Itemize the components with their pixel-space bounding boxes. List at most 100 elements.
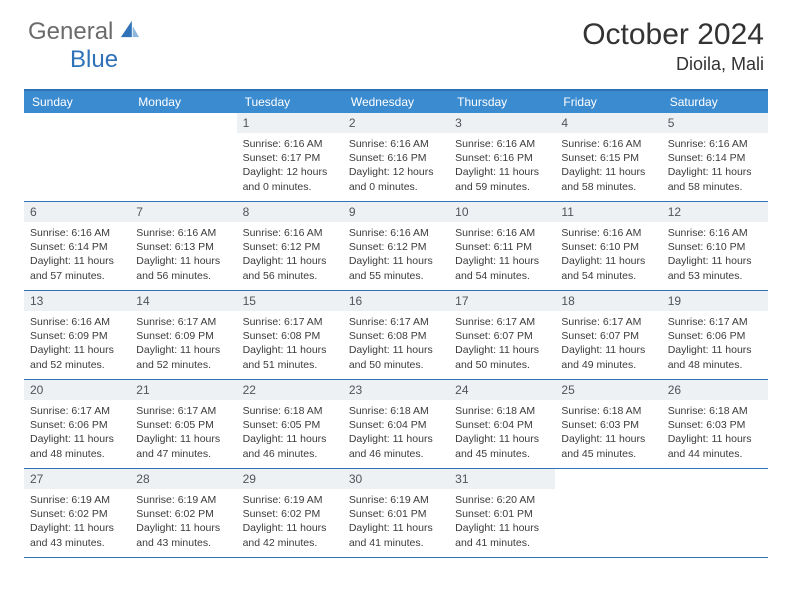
day-number: 3 [449, 113, 555, 133]
day-number: 24 [449, 380, 555, 400]
daylight-text: Daylight: 11 hours and 58 minutes. [668, 165, 762, 193]
day-body: Sunrise: 6:16 AMSunset: 6:12 PMDaylight:… [237, 222, 343, 289]
daylight-text: Daylight: 11 hours and 56 minutes. [243, 254, 337, 282]
sunset-text: Sunset: 6:14 PM [668, 151, 762, 165]
dow-saturday: Saturday [662, 91, 768, 113]
day-cell: 30Sunrise: 6:19 AMSunset: 6:01 PMDayligh… [343, 469, 449, 557]
daylight-text: Daylight: 11 hours and 52 minutes. [136, 343, 230, 371]
day-body: Sunrise: 6:18 AMSunset: 6:04 PMDaylight:… [343, 400, 449, 467]
day-number: 4 [555, 113, 661, 133]
sunrise-text: Sunrise: 6:16 AM [668, 137, 762, 151]
daylight-text: Daylight: 11 hours and 42 minutes. [243, 521, 337, 549]
week-row: 13Sunrise: 6:16 AMSunset: 6:09 PMDayligh… [24, 291, 768, 380]
sunset-text: Sunset: 6:12 PM [349, 240, 443, 254]
sunset-text: Sunset: 6:11 PM [455, 240, 549, 254]
daylight-text: Daylight: 11 hours and 41 minutes. [455, 521, 549, 549]
sunset-text: Sunset: 6:01 PM [349, 507, 443, 521]
sunrise-text: Sunrise: 6:16 AM [30, 226, 124, 240]
day-cell: 2Sunrise: 6:16 AMSunset: 6:16 PMDaylight… [343, 113, 449, 201]
sunset-text: Sunset: 6:12 PM [243, 240, 337, 254]
daylight-text: Daylight: 11 hours and 41 minutes. [349, 521, 443, 549]
day-cell: 8Sunrise: 6:16 AMSunset: 6:12 PMDaylight… [237, 202, 343, 290]
dow-monday: Monday [130, 91, 236, 113]
day-number: 22 [237, 380, 343, 400]
day-body: Sunrise: 6:18 AMSunset: 6:03 PMDaylight:… [662, 400, 768, 467]
day-cell: 26Sunrise: 6:18 AMSunset: 6:03 PMDayligh… [662, 380, 768, 468]
day-cell: 23Sunrise: 6:18 AMSunset: 6:04 PMDayligh… [343, 380, 449, 468]
day-body: Sunrise: 6:16 AMSunset: 6:10 PMDaylight:… [555, 222, 661, 289]
day-number: 7 [130, 202, 236, 222]
daylight-text: Daylight: 11 hours and 48 minutes. [30, 432, 124, 460]
day-body: Sunrise: 6:16 AMSunset: 6:15 PMDaylight:… [555, 133, 661, 200]
dow-thursday: Thursday [449, 91, 555, 113]
day-body: Sunrise: 6:18 AMSunset: 6:03 PMDaylight:… [555, 400, 661, 467]
day-number: 1 [237, 113, 343, 133]
day-cell [662, 469, 768, 557]
week-row: 20Sunrise: 6:17 AMSunset: 6:06 PMDayligh… [24, 380, 768, 469]
daylight-text: Daylight: 11 hours and 52 minutes. [30, 343, 124, 371]
day-number: 15 [237, 291, 343, 311]
day-number: 25 [555, 380, 661, 400]
sunrise-text: Sunrise: 6:16 AM [243, 137, 337, 151]
day-body: Sunrise: 6:16 AMSunset: 6:10 PMDaylight:… [662, 222, 768, 289]
day-cell: 9Sunrise: 6:16 AMSunset: 6:12 PMDaylight… [343, 202, 449, 290]
daylight-text: Daylight: 11 hours and 58 minutes. [561, 165, 655, 193]
sunrise-text: Sunrise: 6:16 AM [30, 315, 124, 329]
day-cell: 6Sunrise: 6:16 AMSunset: 6:14 PMDaylight… [24, 202, 130, 290]
day-number: 27 [24, 469, 130, 489]
sunset-text: Sunset: 6:05 PM [243, 418, 337, 432]
sunrise-text: Sunrise: 6:18 AM [561, 404, 655, 418]
sunrise-text: Sunrise: 6:16 AM [561, 226, 655, 240]
daylight-text: Daylight: 11 hours and 47 minutes. [136, 432, 230, 460]
sunset-text: Sunset: 6:08 PM [243, 329, 337, 343]
logo-sail-icon [119, 18, 141, 46]
sunset-text: Sunset: 6:16 PM [349, 151, 443, 165]
day-cell: 4Sunrise: 6:16 AMSunset: 6:15 PMDaylight… [555, 113, 661, 201]
day-number: 2 [343, 113, 449, 133]
day-cell: 14Sunrise: 6:17 AMSunset: 6:09 PMDayligh… [130, 291, 236, 379]
sunset-text: Sunset: 6:16 PM [455, 151, 549, 165]
daylight-text: Daylight: 11 hours and 49 minutes. [561, 343, 655, 371]
day-cell: 20Sunrise: 6:17 AMSunset: 6:06 PMDayligh… [24, 380, 130, 468]
sunset-text: Sunset: 6:08 PM [349, 329, 443, 343]
daylight-text: Daylight: 11 hours and 45 minutes. [455, 432, 549, 460]
sunset-text: Sunset: 6:04 PM [349, 418, 443, 432]
sunrise-text: Sunrise: 6:16 AM [455, 137, 549, 151]
calendar: SundayMondayTuesdayWednesdayThursdayFrid… [24, 89, 768, 558]
day-body: Sunrise: 6:16 AMSunset: 6:11 PMDaylight:… [449, 222, 555, 289]
day-number: 21 [130, 380, 236, 400]
day-number: 14 [130, 291, 236, 311]
day-cell: 12Sunrise: 6:16 AMSunset: 6:10 PMDayligh… [662, 202, 768, 290]
day-number: 19 [662, 291, 768, 311]
sunrise-text: Sunrise: 6:17 AM [136, 404, 230, 418]
day-number: 31 [449, 469, 555, 489]
sunrise-text: Sunrise: 6:19 AM [243, 493, 337, 507]
sunset-text: Sunset: 6:10 PM [561, 240, 655, 254]
daylight-text: Daylight: 11 hours and 50 minutes. [349, 343, 443, 371]
sunset-text: Sunset: 6:10 PM [668, 240, 762, 254]
day-body: Sunrise: 6:16 AMSunset: 6:13 PMDaylight:… [130, 222, 236, 289]
day-body: Sunrise: 6:17 AMSunset: 6:08 PMDaylight:… [343, 311, 449, 378]
sunset-text: Sunset: 6:13 PM [136, 240, 230, 254]
day-number: 6 [24, 202, 130, 222]
daylight-text: Daylight: 11 hours and 54 minutes. [455, 254, 549, 282]
day-cell: 3Sunrise: 6:16 AMSunset: 6:16 PMDaylight… [449, 113, 555, 201]
day-cell: 28Sunrise: 6:19 AMSunset: 6:02 PMDayligh… [130, 469, 236, 557]
day-number: 29 [237, 469, 343, 489]
sunrise-text: Sunrise: 6:19 AM [349, 493, 443, 507]
sunrise-text: Sunrise: 6:17 AM [30, 404, 124, 418]
day-body: Sunrise: 6:18 AMSunset: 6:04 PMDaylight:… [449, 400, 555, 467]
day-body: Sunrise: 6:17 AMSunset: 6:07 PMDaylight:… [555, 311, 661, 378]
day-cell: 27Sunrise: 6:19 AMSunset: 6:02 PMDayligh… [24, 469, 130, 557]
day-body: Sunrise: 6:16 AMSunset: 6:14 PMDaylight:… [662, 133, 768, 200]
day-number: 26 [662, 380, 768, 400]
title-block: October 2024 Dioila, Mali [582, 18, 764, 75]
daylight-text: Daylight: 11 hours and 48 minutes. [668, 343, 762, 371]
dow-sunday: Sunday [24, 91, 130, 113]
dow-row: SundayMondayTuesdayWednesdayThursdayFrid… [24, 91, 768, 113]
logo-text-general: General [28, 18, 113, 46]
day-body: Sunrise: 6:16 AMSunset: 6:16 PMDaylight:… [343, 133, 449, 200]
day-number: 12 [662, 202, 768, 222]
sunrise-text: Sunrise: 6:18 AM [668, 404, 762, 418]
sunrise-text: Sunrise: 6:16 AM [668, 226, 762, 240]
